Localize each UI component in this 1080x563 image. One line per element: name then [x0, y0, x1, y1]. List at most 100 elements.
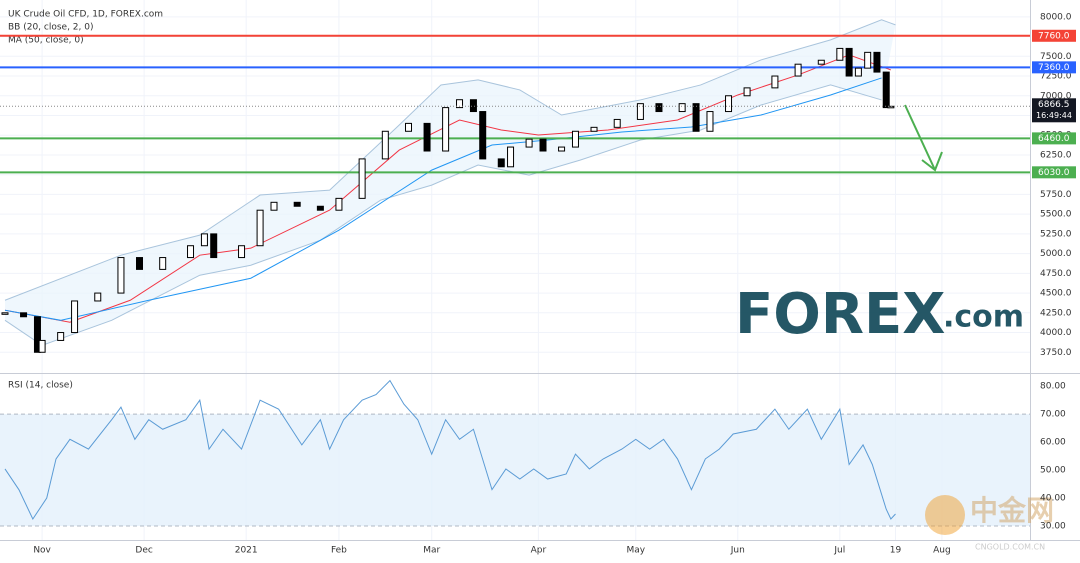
y-tick-label: 3750.0 [1040, 348, 1072, 358]
candle [845, 47, 853, 77]
candle [706, 111, 714, 132]
x-tick-label: May [626, 546, 645, 556]
background [0, 0, 1030, 540]
last-price-label: 6866.5 [1038, 100, 1070, 110]
watermark-icon [925, 495, 965, 535]
candle [771, 75, 779, 89]
candle [725, 95, 733, 113]
candle [94, 292, 102, 302]
level-tag [1032, 166, 1076, 179]
level-label: 7760.0 [1038, 31, 1070, 41]
level-tag [1032, 29, 1076, 42]
candle [456, 99, 464, 109]
watermark-name: 中金网 [970, 494, 1054, 527]
y-tick-label: 7250.0 [1040, 72, 1072, 82]
candle [316, 205, 324, 211]
candle [539, 138, 547, 152]
candle [71, 300, 79, 334]
candle [405, 122, 413, 132]
logo: FOREX .com [735, 282, 1024, 347]
y-tick-label: 4500.0 [1040, 289, 1072, 299]
level-tag [1032, 61, 1076, 74]
candle [864, 51, 872, 69]
y-tick-label: 30.00 [1040, 522, 1066, 532]
logo-suffix: .com [943, 300, 1024, 335]
candle [558, 146, 566, 152]
candle [210, 233, 218, 259]
rsi-title: RSI (14, close) [8, 381, 73, 391]
candle [836, 47, 844, 61]
y-tick-label: 7500.0 [1040, 52, 1072, 62]
x-tick-label: Jul [833, 546, 845, 556]
y-tick-label: 4250.0 [1040, 308, 1072, 318]
bb-upper [4, 19, 896, 301]
x-tick-label: 19 [890, 546, 902, 556]
y-tick-label: 5500.0 [1040, 210, 1072, 220]
y-tick-label: 7000.0 [1040, 91, 1072, 101]
candle [525, 138, 533, 148]
candle [256, 209, 264, 247]
candle [655, 103, 663, 113]
candle [887, 105, 895, 109]
y-tick-label: 40.00 [1040, 494, 1066, 504]
x-tick-label: Mar [423, 546, 440, 556]
chart-title: UK Crude Oil CFD, 1D, FOREX.com [8, 10, 163, 20]
y-tick-label: 8000.0 [1040, 12, 1072, 22]
candle [469, 99, 477, 113]
y-tick-label: 4750.0 [1040, 269, 1072, 279]
candle [335, 197, 343, 211]
candle [20, 312, 28, 318]
candle [381, 130, 389, 160]
candle [238, 245, 246, 259]
bb-label: BB (20, close, 2, 0) [8, 23, 93, 33]
candle [636, 103, 644, 120]
candle [794, 63, 802, 77]
x-tick-label: Apr [531, 546, 547, 556]
candle [678, 103, 686, 113]
candle [117, 257, 125, 294]
watermark-site: CNGOLD.COM.CN [975, 543, 1045, 552]
y-tick-label: 5250.0 [1040, 229, 1072, 239]
candle [1, 312, 9, 315]
x-tick-label: Aug [933, 546, 951, 556]
y-tick-label: 50.00 [1040, 466, 1066, 476]
level-label: 6460.0 [1038, 134, 1070, 144]
last-price-tag [1032, 98, 1076, 123]
level-label: 7360.0 [1038, 63, 1070, 73]
x-tick-label: Jun [730, 546, 745, 556]
candle [187, 245, 195, 259]
level-label: 6030.0 [1038, 168, 1070, 178]
candle [873, 51, 881, 73]
rsi-band [0, 414, 1030, 527]
candle [590, 126, 598, 132]
candle [613, 118, 621, 128]
candle [854, 67, 862, 77]
x-tick-label: Feb [331, 546, 347, 556]
bb-lower [4, 84, 882, 346]
candle [358, 158, 366, 199]
candle [507, 146, 515, 168]
candle [692, 103, 700, 132]
x-tick-label: Nov [33, 546, 51, 556]
level-tag [1032, 132, 1076, 145]
candle [423, 122, 431, 152]
bb-fill [5, 19, 896, 346]
candle [442, 107, 450, 152]
last-price-time: 16:49:44 [1036, 111, 1072, 120]
y-tick-label: 6250.0 [1040, 150, 1072, 160]
y-tick-label: 5000.0 [1040, 249, 1072, 259]
candle [497, 158, 505, 168]
candle [200, 233, 208, 247]
x-tick-label: 2021 [235, 546, 258, 556]
candle [33, 316, 41, 353]
candle [817, 59, 825, 65]
y-tick-label: 80.00 [1040, 382, 1066, 392]
candle [38, 339, 46, 353]
candle [136, 257, 144, 270]
candle [57, 332, 65, 341]
y-tick-label: 60.00 [1040, 438, 1066, 448]
candle [743, 87, 751, 97]
y-tick-label: 5750.0 [1040, 190, 1072, 200]
candle [293, 201, 301, 207]
